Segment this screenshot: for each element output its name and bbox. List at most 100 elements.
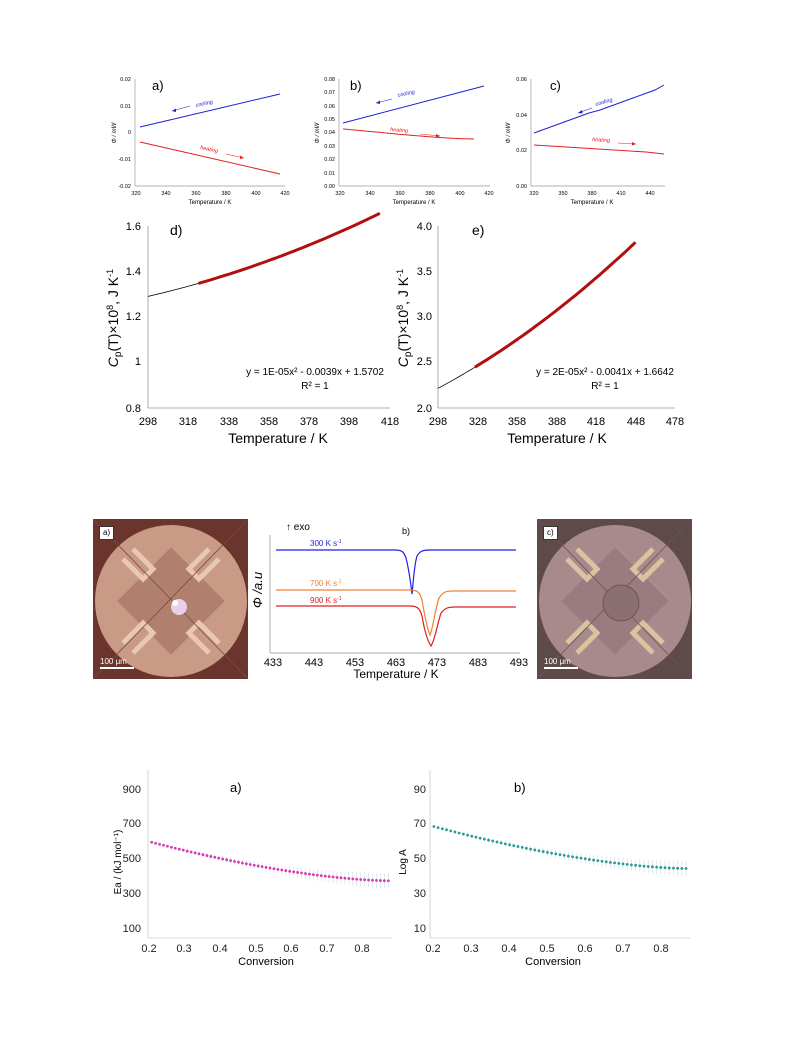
r4b-points-point xyxy=(554,852,558,856)
r4b-points-point xyxy=(508,843,511,847)
r1a-heating-line xyxy=(139,141,281,175)
r4b-points-point xyxy=(432,825,436,828)
r4a-points-point xyxy=(335,876,339,879)
r2e-fit-line xyxy=(437,366,476,389)
r4b-points-point xyxy=(495,840,499,844)
r4a-points-point xyxy=(300,871,303,875)
row1-panel-c: 0.06 0.04 0.02 0.00 320 350 380 410 440 … xyxy=(506,77,665,206)
r4b-points-point xyxy=(461,832,465,836)
r1b-ytick-0: 0.08 xyxy=(324,77,335,83)
r2d-panel-label: d) xyxy=(170,222,182,238)
r4a-points-point xyxy=(323,874,327,878)
r4b-xtick-2: 0.4 xyxy=(501,943,516,955)
r4b-points-point xyxy=(520,846,524,849)
r4a-points-point xyxy=(308,872,311,876)
r1c-ylabel: Φ / mW xyxy=(506,121,512,143)
r2d-ytick-2: 1.2 xyxy=(126,311,141,323)
r4b-points-point xyxy=(567,854,570,858)
r4b-points-point xyxy=(663,866,667,870)
r2d-ylabel: Cp(T)×108, J K-1 xyxy=(105,269,124,367)
r1a-xtick-3: 380 xyxy=(221,191,230,197)
micrograph-c-scalebar: 100 μm xyxy=(544,657,578,669)
r4b-points-point xyxy=(659,866,663,869)
r1b-xtick-5: 420 xyxy=(484,191,493,197)
r3b-xtick-1: 443 xyxy=(305,657,323,669)
r4b-points-point xyxy=(499,841,503,845)
r3b-xtick-6: 493 xyxy=(510,657,528,669)
r4b-ytick-1: 70 xyxy=(414,818,426,830)
r2e-xlabel: Temperature / K xyxy=(507,430,607,446)
r4b-points-point xyxy=(529,847,532,851)
r1b-cooling-label: cooling xyxy=(397,89,416,99)
r4b-ytick-4: 10 xyxy=(414,923,426,935)
r3b-xlabel: Temperature / K xyxy=(353,667,438,681)
r4b-points-point xyxy=(558,853,562,857)
row1-panel-b: 0.08 0.07 0.06 0.05 0.04 0.03 0.02 0.01 … xyxy=(315,77,494,206)
r4b-points-point xyxy=(571,855,575,859)
r4b-points-point xyxy=(470,834,474,838)
row4-panel-b: 90 70 50 30 10 0.2 0.3 0.4 0.5 0.6 0.7 0… xyxy=(398,770,690,968)
row4-panel-a: 900 700 500 300 100 0.2 0.3 0.4 0.5 0.6 … xyxy=(113,770,392,968)
r4b-points-point xyxy=(449,829,453,833)
r2e-data-line xyxy=(474,241,637,369)
r4b-ytick-2: 50 xyxy=(414,853,426,865)
r1c-cooling-line xyxy=(533,84,665,134)
r4b-ytick-3: 30 xyxy=(414,888,426,900)
r4a-points-point xyxy=(158,842,161,846)
r4a-points-point xyxy=(162,843,165,847)
r1c-ytick-3: 0.00 xyxy=(516,184,527,190)
r1c-ytick-2: 0.02 xyxy=(516,148,527,154)
r1b-xtick-3: 380 xyxy=(425,191,434,197)
r1c-ytick-0: 0.06 xyxy=(516,77,527,83)
r4b-xtick-6: 0.8 xyxy=(653,943,668,955)
r4b-points-point xyxy=(445,828,448,832)
r1a-cooling-line xyxy=(139,93,281,128)
r4b-points-point xyxy=(474,835,478,839)
r1a-ytick-4: -0.02 xyxy=(118,184,131,190)
r4b-points-point xyxy=(583,857,587,861)
r4a-points-point xyxy=(296,871,300,874)
r2e-panel-label: e) xyxy=(472,222,484,238)
r1b-xlabel: Temperature / K xyxy=(393,200,436,206)
r3b-xtick-5: 483 xyxy=(469,657,487,669)
r4b-points-point xyxy=(550,851,553,855)
r4b-points-point xyxy=(436,826,440,830)
r4b-points-point xyxy=(600,859,604,863)
r4b-points-point xyxy=(592,858,596,862)
r4a-points-point xyxy=(244,862,248,866)
r1c-heating-label: heating xyxy=(592,137,611,144)
micrograph-c-scale-text: 100 μm xyxy=(544,657,571,666)
row3-panel-b: ↑ exo b) Φ /a.u 433 443 453 463 473 483 … xyxy=(250,522,528,681)
r4b-points-point xyxy=(609,860,612,864)
r2d-ytick-0: 1.6 xyxy=(126,221,141,233)
r3b-exo: ↑ exo xyxy=(286,522,310,533)
r4a-points-point xyxy=(189,850,193,854)
r4b-points-point xyxy=(646,865,650,868)
r3b-label-700: 700 K s-1 xyxy=(310,579,342,588)
r2e-xtick-4: 418 xyxy=(587,416,605,428)
r1b-xtick-4: 400 xyxy=(455,191,464,197)
r4a-points-point xyxy=(217,856,221,860)
r2e-ytick-0: 4.0 xyxy=(417,221,432,233)
r4a-points-point xyxy=(339,876,343,880)
r4b-points-point xyxy=(503,842,507,846)
r2d-xlabel: Temperature / K xyxy=(228,430,328,446)
r4b-points-point xyxy=(579,856,583,860)
r4b-ylabel: Log A xyxy=(398,849,409,875)
r4a-points-point xyxy=(347,877,351,880)
r4b-points-point xyxy=(634,863,638,867)
r1a-heating-label: heating xyxy=(200,145,220,155)
r1b-heating-line xyxy=(342,128,475,140)
r2d-xtick-2: 338 xyxy=(220,416,238,428)
r2d-xtick-3: 358 xyxy=(260,416,278,428)
r4a-ytick-1: 700 xyxy=(123,818,141,830)
r4b-points-point xyxy=(621,862,625,866)
r4a-points-point xyxy=(284,869,288,873)
r4a-points-point xyxy=(379,879,382,882)
r4b-xtick-1: 0.3 xyxy=(463,943,478,955)
r4b-points-point xyxy=(537,849,541,853)
r1b-cooling-line xyxy=(342,85,485,124)
r4a-points-point xyxy=(351,877,355,881)
r4a-points-point xyxy=(248,863,252,866)
r3b-ylabel: Φ /a.u xyxy=(250,572,265,608)
